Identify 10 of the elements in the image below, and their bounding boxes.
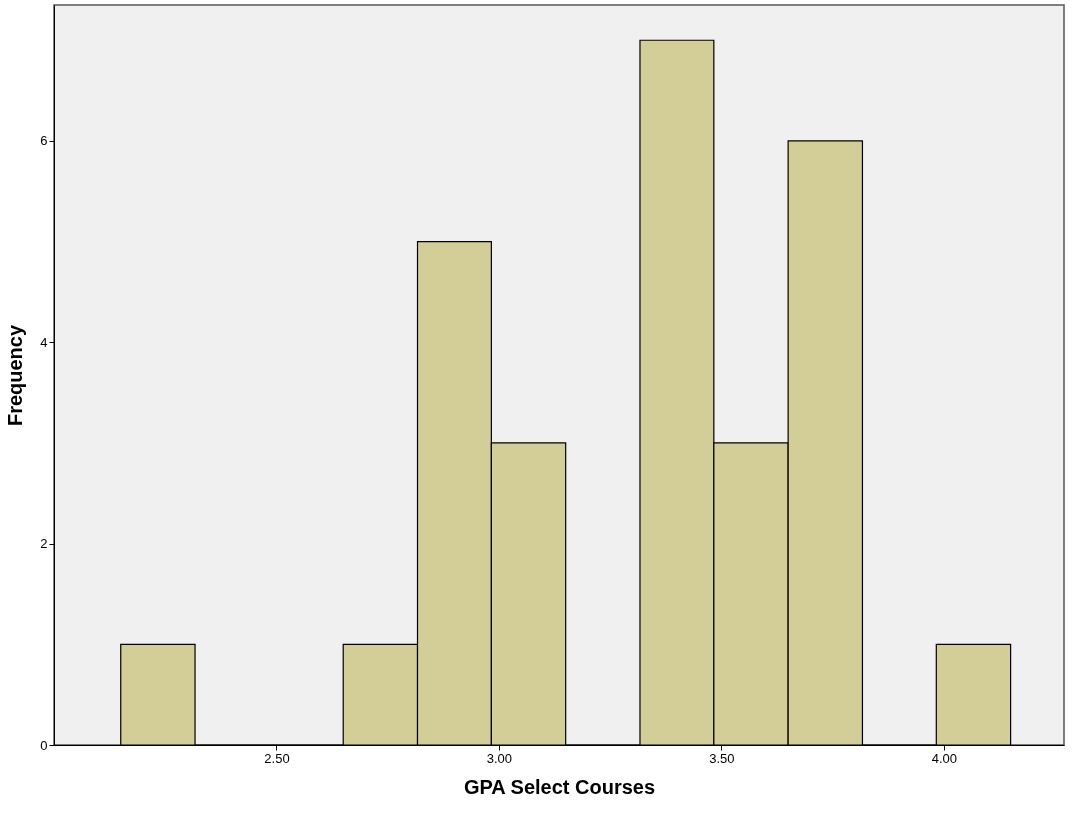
y-tick-label: 2 (40, 536, 48, 552)
x-axis-title: GPA Select Courses (463, 775, 656, 798)
x-tick-label: 3.50 (709, 750, 735, 766)
x-tick-label: 2.50 (264, 750, 290, 766)
y-tick-label: 4 (40, 334, 48, 350)
y-tick-label: 0 (40, 737, 48, 753)
y-tick-label: 6 (40, 133, 48, 149)
y-axis-title: Frequency (4, 324, 27, 427)
x-tick-label: 4.00 (931, 750, 958, 766)
x-tick-label: 3.00 (486, 750, 513, 766)
